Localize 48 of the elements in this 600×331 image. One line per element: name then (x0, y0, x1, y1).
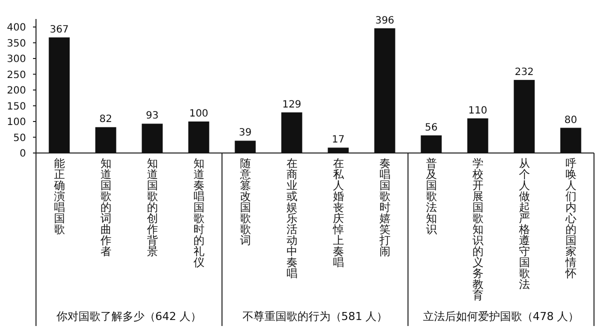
data-label: 56 (424, 122, 438, 134)
y-tick-label: 0 (20, 148, 26, 160)
y-tick-label: 350 (6, 38, 26, 50)
y-tick-label: 200 (6, 86, 26, 96)
bar (514, 80, 535, 153)
bar (142, 124, 163, 153)
bar (328, 148, 349, 153)
y-tick-label: 150 (6, 101, 26, 112)
bar (95, 127, 116, 153)
data-label: 93 (146, 110, 159, 122)
y-tick-label: 250 (6, 70, 26, 81)
data-label: 110 (468, 105, 488, 116)
y-tick-label: 400 (6, 22, 26, 34)
text: 不尊重国歌的行为（581 人） (242, 310, 388, 323)
data-label: 82 (99, 114, 112, 126)
category-label: 在私人婚丧庆悼上奏唱 (332, 157, 344, 269)
text: 立法后如何爱护国歌（478 人） (422, 310, 580, 323)
bar (467, 118, 488, 153)
bar (234, 140, 256, 153)
category-label: 从个人做起严格遵守国歌法 (518, 157, 530, 291)
bar (420, 135, 442, 153)
category-label: 知道国歌的创作背景 (146, 157, 158, 258)
bar (560, 128, 582, 153)
category-label: 知道国歌的词曲作者 (100, 157, 112, 258)
bar (48, 37, 70, 153)
text: 你对国歌了解多少（642 人） (56, 310, 202, 323)
data-label: 80 (564, 114, 578, 126)
y-tick-label: 50 (13, 132, 26, 144)
data-label: 367 (50, 24, 69, 36)
data-label: 232 (514, 66, 534, 78)
data-label: 100 (189, 108, 208, 120)
x-tick-label: 普及国歌法知识 (426, 157, 437, 236)
data-label: 396 (375, 15, 394, 26)
bar (374, 28, 396, 153)
category-label: 在商业或娱乐活动中奏唱 (286, 157, 298, 280)
category-label: 奏唱国歌时嬉笑打闹 (379, 157, 390, 258)
category-label: 学校开展国歌知识的义务教育 (472, 157, 484, 302)
bar (188, 122, 210, 153)
y-tick-label: 300 (6, 54, 26, 65)
data-label: 39 (238, 128, 252, 139)
x-tick-label: 能正确演唱国歌 (52, 157, 65, 236)
bar (281, 112, 302, 153)
data-label: 129 (282, 99, 302, 110)
data-label: 17 (332, 134, 345, 146)
y-tick-label: 100 (6, 117, 26, 128)
category-label: 知道奏唱国歌时的礼仪 (193, 157, 204, 269)
x-tick-label: 随意篡改国歌歌词 (238, 157, 251, 247)
category-label: 呼唤人们内心的国家情怀 (565, 157, 576, 280)
